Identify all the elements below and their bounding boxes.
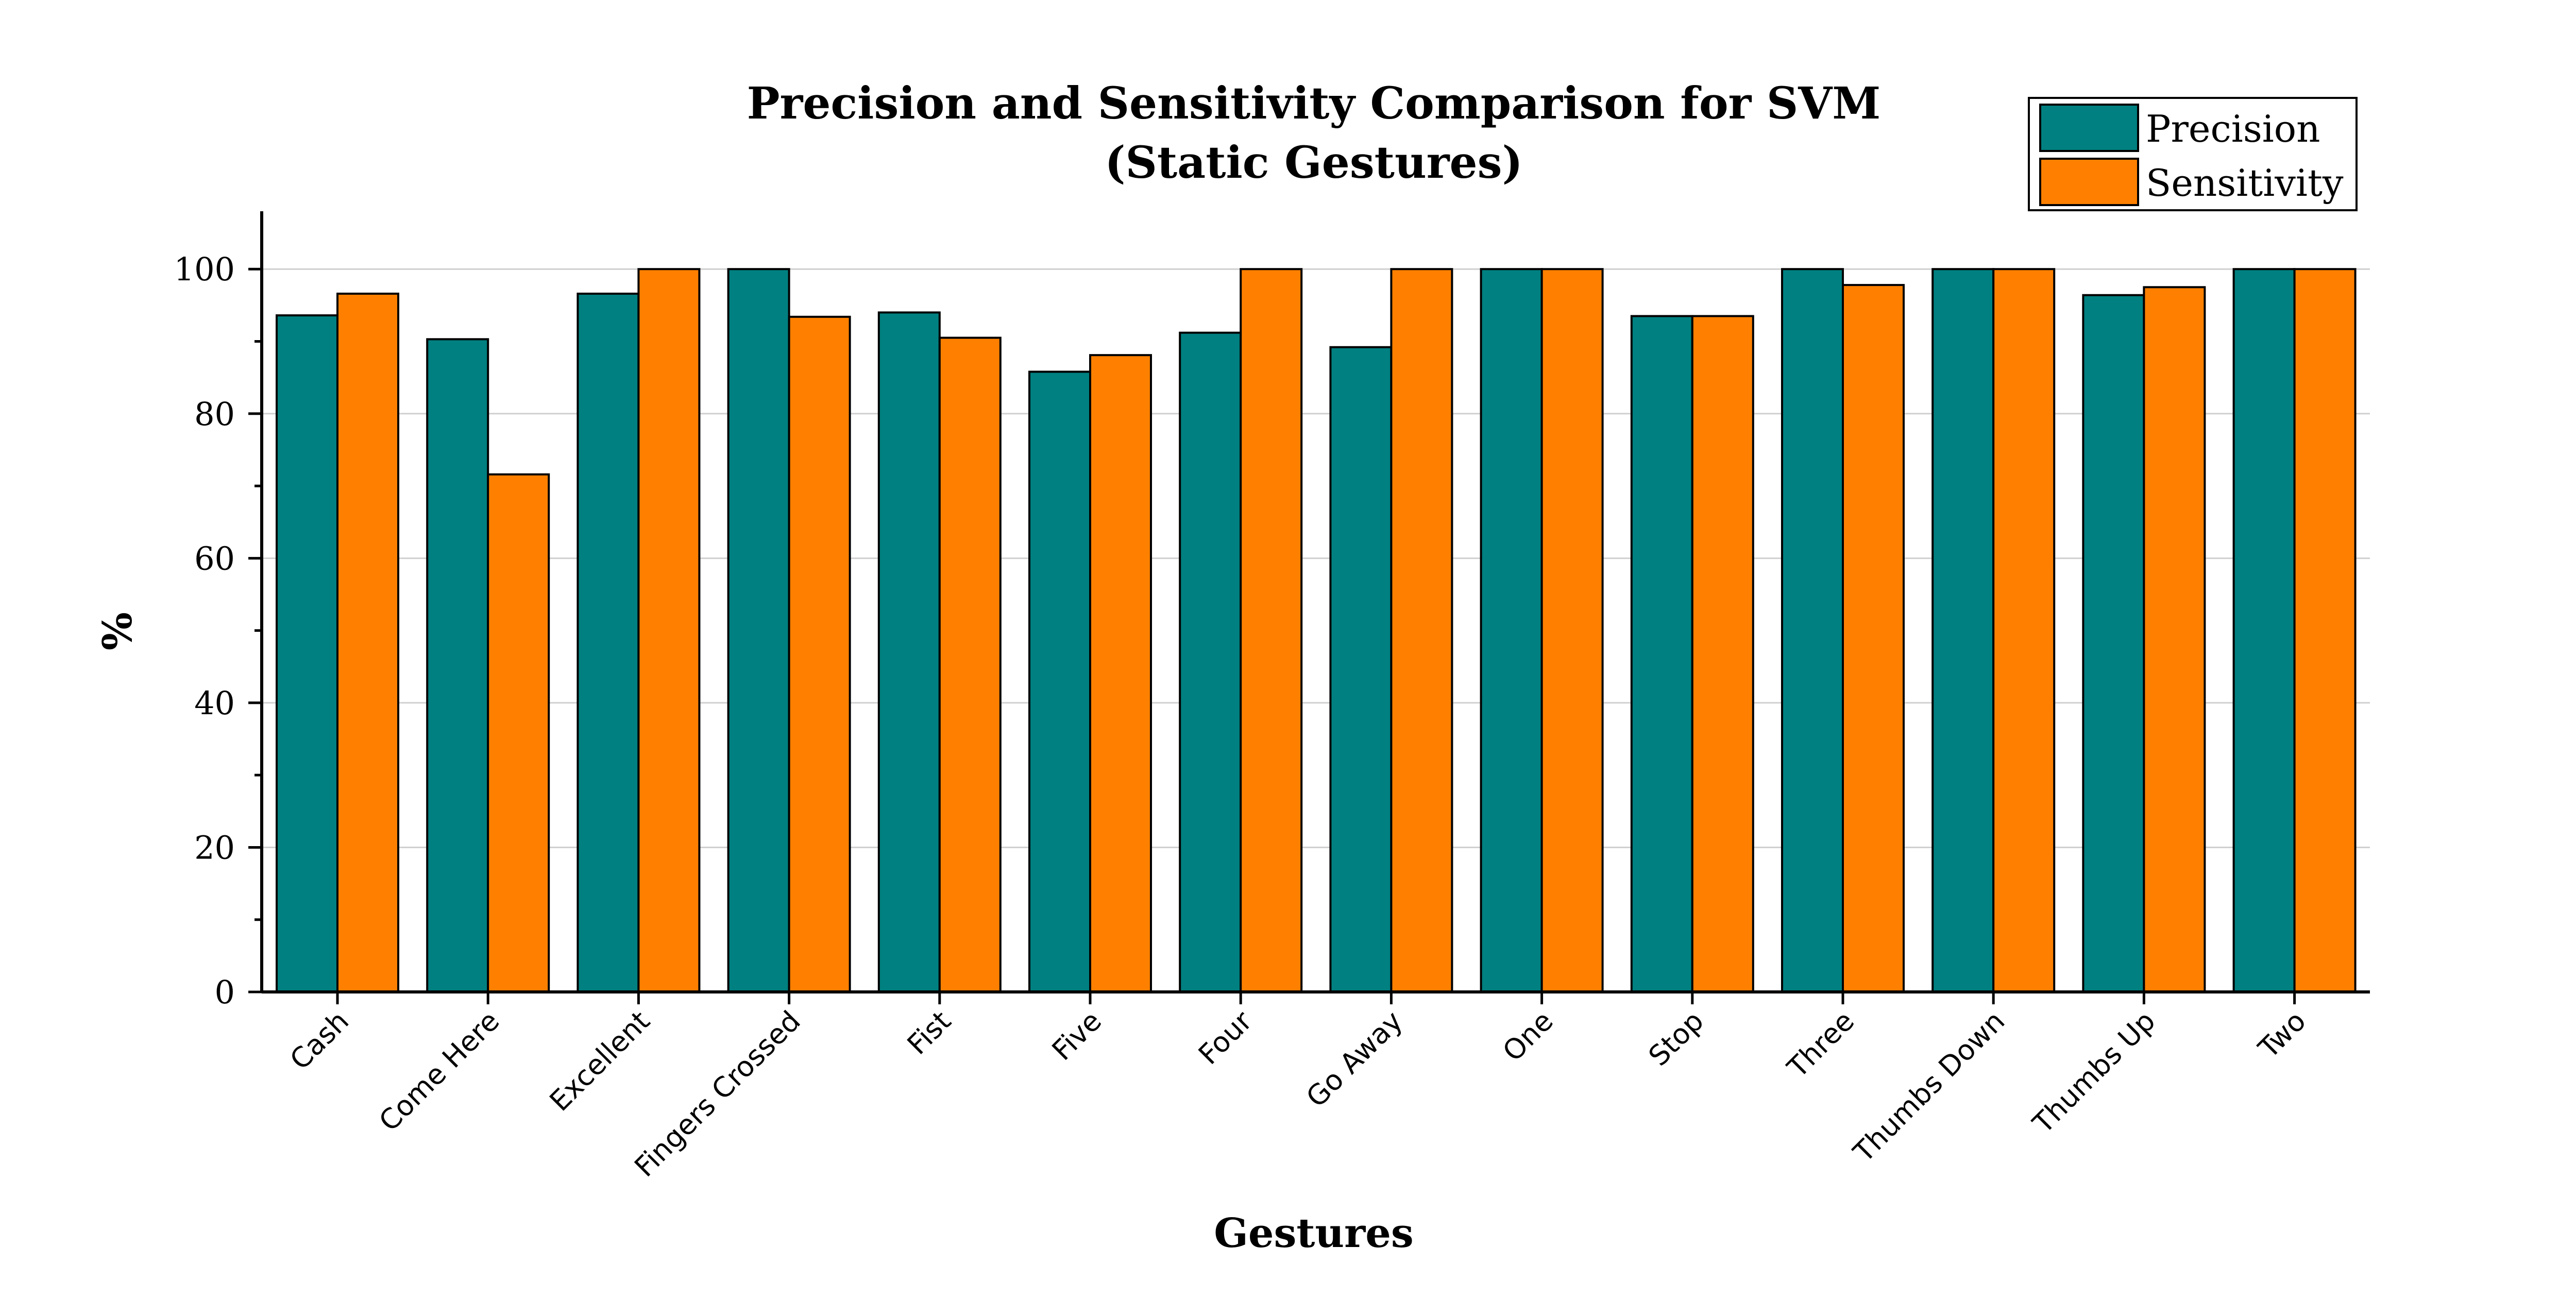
bar-precision-thumbs-up xyxy=(2082,294,2145,993)
bar-sensitivity-fist xyxy=(938,336,1002,993)
x-tick-label: Two xyxy=(2252,1005,2312,1065)
bar-precision-three xyxy=(1781,268,1844,993)
x-tick-label: Thumbs Up xyxy=(2026,1005,2162,1140)
bar-precision-fingers-crossed xyxy=(727,268,790,993)
chart-title: Precision and Sensitivity Comparison for… xyxy=(747,78,1881,129)
y-tick-label: 40 xyxy=(194,684,235,722)
x-tick-label: Come Here xyxy=(372,1005,505,1138)
x-tick-label: Thumbs Down xyxy=(1847,1005,2011,1169)
y-axis-title: % xyxy=(94,612,141,650)
y-tick-label: 100 xyxy=(174,250,235,288)
y-tick-label: 20 xyxy=(194,829,235,866)
bar-precision-four xyxy=(1179,331,1242,993)
bar-precision-thumbs-down xyxy=(1931,268,1995,993)
x-axis-title: Gestures xyxy=(1214,1210,1414,1257)
bar-precision-go-away xyxy=(1329,346,1393,993)
bar-precision-cash xyxy=(276,314,338,993)
x-tick-label: Fingers Crossed xyxy=(628,1005,806,1183)
bar-sensitivity-cash xyxy=(336,292,399,993)
bar-precision-excellent xyxy=(577,292,640,993)
legend-swatch-sensitivity xyxy=(2039,158,2139,206)
y-tick-label: 60 xyxy=(194,540,235,577)
bar-sensitivity-thumbs-up xyxy=(2143,286,2206,993)
x-tick-label: Three xyxy=(1781,1005,1861,1085)
x-tick-label: Go Away xyxy=(1300,1005,1409,1114)
x-tick-label: Excellent xyxy=(544,1005,656,1118)
bar-sensitivity-stop xyxy=(1691,315,1754,993)
x-tick-label: Four xyxy=(1192,1004,1259,1071)
bar-sensitivity-three xyxy=(1842,284,1905,993)
legend-label-sensitivity: Sensitivity xyxy=(2146,161,2344,205)
bar-sensitivity-thumbs-down xyxy=(1992,268,2056,993)
bar-precision-five xyxy=(1028,370,1091,993)
x-tick-label: One xyxy=(1496,1005,1559,1068)
bar-sensitivity-fingers-crossed xyxy=(788,315,851,993)
bar-precision-stop xyxy=(1630,315,1693,993)
legend-swatch-precision xyxy=(2039,104,2139,152)
y-tick-labels: 0 20 40 60 80 100 xyxy=(174,250,235,1011)
chart-subtitle: (Static Gestures) xyxy=(1105,137,1522,189)
bar-sensitivity-excellent xyxy=(637,268,701,993)
x-tick-label: Cash xyxy=(283,1005,355,1076)
bar-sensitivity-four xyxy=(1240,268,1303,993)
y-tick-label: 80 xyxy=(194,395,235,433)
y-tick-label: 0 xyxy=(215,973,235,1011)
bar-precision-fist xyxy=(877,311,941,993)
bar-sensitivity-one xyxy=(1540,268,1604,993)
bar-sensitivity-five xyxy=(1089,354,1152,993)
legend: Precision Sensitivity xyxy=(2028,97,2358,211)
bar-sensitivity-go-away xyxy=(1390,268,1453,993)
x-tick-label: Fist xyxy=(901,1005,957,1061)
bar-precision-two xyxy=(2232,268,2296,993)
axes xyxy=(248,211,2370,1004)
bar-sensitivity-two xyxy=(2293,268,2357,993)
bar-sensitivity-come-here xyxy=(487,473,550,993)
x-tick-label: Stop xyxy=(1642,1005,1710,1072)
bar-precision-come-here xyxy=(426,338,489,993)
bar-precision-one xyxy=(1480,268,1543,993)
x-tick-label: Five xyxy=(1046,1005,1108,1067)
bars xyxy=(276,268,2357,993)
legend-label-precision: Precision xyxy=(2146,107,2320,150)
